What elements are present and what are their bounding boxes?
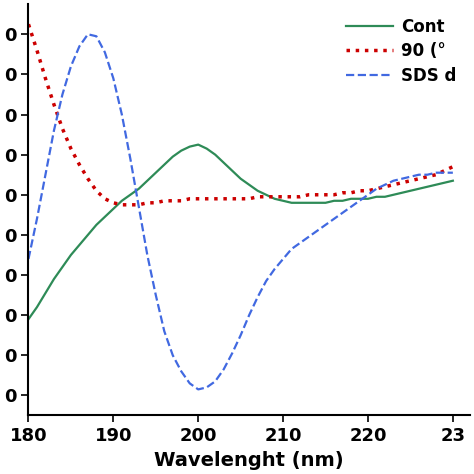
SDS d — [323, 222, 328, 228]
SDS d — [195, 386, 201, 392]
Cont — [340, 198, 346, 204]
Cont — [195, 142, 201, 147]
SDS d — [348, 204, 354, 210]
SDS d — [26, 256, 31, 262]
Legend: Cont, 90 (°, SDS d: Cont, 90 (°, SDS d — [341, 12, 462, 90]
Cont — [153, 170, 159, 175]
SDS d — [85, 31, 91, 37]
Cont — [314, 200, 320, 206]
Cont — [26, 316, 31, 322]
Cont — [450, 178, 456, 183]
Line: 90 (°: 90 (° — [28, 24, 453, 205]
Cont — [119, 198, 125, 204]
90 (° — [162, 198, 167, 204]
90 (° — [128, 202, 133, 208]
90 (° — [170, 198, 175, 204]
SDS d — [450, 170, 456, 175]
SDS d — [162, 328, 167, 334]
90 (° — [314, 192, 320, 198]
Cont — [441, 180, 447, 186]
Line: Cont: Cont — [28, 145, 453, 319]
SDS d — [170, 353, 175, 358]
Line: SDS d: SDS d — [28, 34, 453, 389]
90 (° — [119, 202, 125, 208]
90 (° — [340, 190, 346, 196]
Cont — [162, 162, 167, 167]
90 (° — [450, 164, 456, 170]
SDS d — [441, 170, 447, 175]
SDS d — [128, 156, 133, 162]
X-axis label: Wavelenght (nm): Wavelenght (nm) — [155, 451, 344, 470]
90 (° — [26, 21, 31, 27]
90 (° — [441, 168, 447, 173]
